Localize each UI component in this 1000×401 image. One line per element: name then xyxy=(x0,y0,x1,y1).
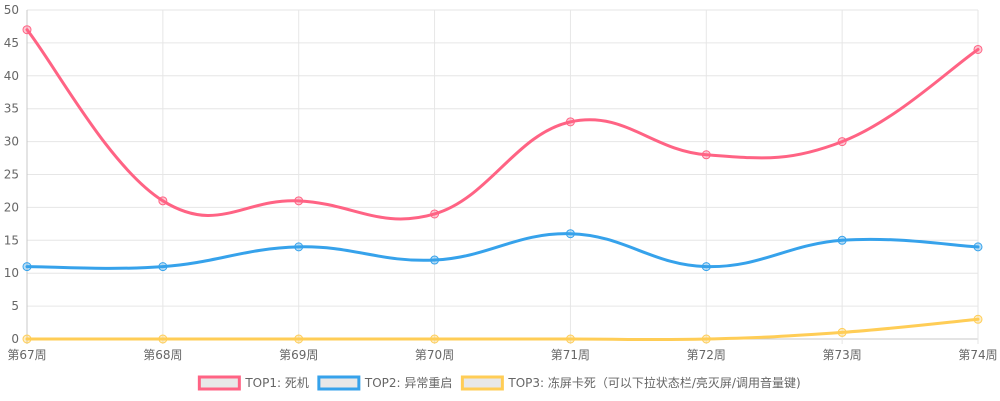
y-tick-label: 0 xyxy=(11,332,19,346)
x-tick-label: 第69周 xyxy=(279,348,318,362)
data-point xyxy=(430,255,440,265)
data-point xyxy=(294,334,304,344)
data-point xyxy=(430,334,440,344)
data-point xyxy=(837,235,847,245)
data-point xyxy=(158,262,168,272)
y-tick-label: 40 xyxy=(4,69,19,83)
legend-swatch xyxy=(317,375,361,391)
series-line xyxy=(25,317,980,342)
y-tick-label: 10 xyxy=(4,266,19,280)
data-point xyxy=(973,242,983,252)
y-tick-label: 50 xyxy=(4,3,19,17)
series-lines xyxy=(22,25,983,344)
data-point xyxy=(837,137,847,147)
series-1 xyxy=(22,25,983,221)
x-tick-label: 第70周 xyxy=(415,348,454,362)
legend-label: TOP1: 死机 xyxy=(244,376,309,390)
data-point xyxy=(565,117,575,127)
grid xyxy=(26,9,979,344)
series-2 xyxy=(22,229,983,272)
data-point xyxy=(430,209,440,219)
x-tick-label: 第73周 xyxy=(823,348,862,362)
y-tick-label: 45 xyxy=(4,36,19,50)
series-line xyxy=(25,232,980,270)
x-tick-label: 第68周 xyxy=(143,348,182,362)
data-point xyxy=(701,334,711,344)
x-tick-label: 第71周 xyxy=(551,348,590,362)
data-point xyxy=(294,242,304,252)
legend-swatch xyxy=(197,375,241,391)
data-point xyxy=(22,25,32,35)
data-point xyxy=(158,334,168,344)
x-tick-label: 第72周 xyxy=(687,348,726,362)
y-tick-label: 25 xyxy=(4,168,19,182)
y-tick-label: 20 xyxy=(4,200,19,214)
data-point xyxy=(565,229,575,239)
data-point xyxy=(565,334,575,344)
legend-label: TOP3: 冻屏卡死（可以下拉状态栏/亮灭屏/调用音量键) xyxy=(507,375,800,390)
x-tick-label: 第67周 xyxy=(7,348,46,362)
data-point xyxy=(294,196,304,206)
data-point xyxy=(701,150,711,160)
y-tick-label: 35 xyxy=(4,102,19,116)
y-tick-label: 30 xyxy=(4,135,19,149)
data-point xyxy=(22,262,32,272)
y-tick-label: 5 xyxy=(11,299,19,313)
legend-label: TOP2: 异常重启 xyxy=(364,376,453,390)
legend-item-1: TOP1: 死机 xyxy=(197,375,309,391)
legend-item-2: TOP2: 异常重启 xyxy=(317,375,453,391)
legend-swatch xyxy=(460,375,504,391)
series-3 xyxy=(22,314,983,344)
x-tick-label: 第74周 xyxy=(958,348,997,362)
legend: TOP1: 死机 TOP2: 异常重启 TOP3: 冻屏卡死（可以下拉状态栏/亮灭屏… xyxy=(197,375,801,391)
data-point xyxy=(158,196,168,206)
data-point xyxy=(701,262,711,272)
series-line xyxy=(25,28,980,221)
data-point xyxy=(973,314,983,324)
axes: 0 5 10 15 20 25 30 35 40 45 50 第67周 第68周 第69周 第70周 第71周… xyxy=(4,3,998,362)
y-tick-label: 15 xyxy=(4,233,19,247)
data-point xyxy=(973,44,983,54)
data-point xyxy=(837,327,847,337)
legend-item-3: TOP3: 冻屏卡死（可以下拉状态栏/亮灭屏/调用音量键) xyxy=(460,375,801,391)
data-point xyxy=(22,334,32,344)
